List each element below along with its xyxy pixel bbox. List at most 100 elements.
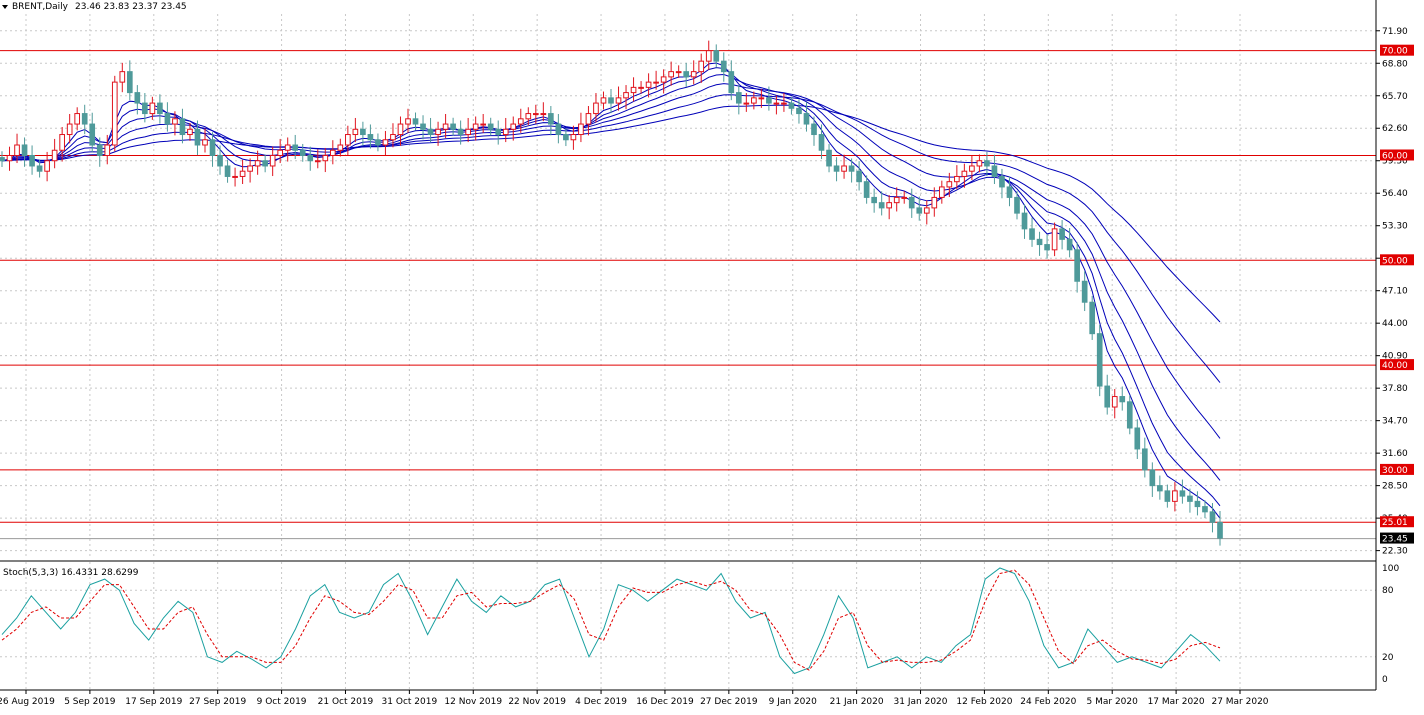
candle-bull	[254, 160, 261, 167]
time-tick-label: 4 Dec 2019	[575, 697, 627, 707]
time-tick-label: 27 Dec 2019	[700, 697, 758, 707]
candle-bull	[104, 144, 111, 156]
candle-bull	[751, 97, 757, 104]
level-tag	[1380, 359, 1414, 371]
stoch-axis: 100 80 20 0	[1382, 564, 1399, 685]
candle-bear	[728, 71, 735, 94]
candle-bull	[615, 97, 622, 104]
candle-bear	[1217, 521, 1223, 539]
candle-bull	[111, 81, 118, 146]
candle-bear	[1074, 249, 1080, 282]
candle-bull	[277, 149, 284, 156]
candle-bull	[345, 134, 351, 146]
candle-bear	[0, 157, 5, 162]
candle-bull	[705, 50, 712, 62]
candle-bear	[1044, 244, 1050, 251]
candle-bear	[375, 139, 381, 146]
candle-bull	[149, 102, 156, 115]
candle-bull	[969, 165, 975, 172]
candle-bear	[735, 92, 742, 104]
candle-bear	[412, 118, 419, 125]
candle-bear	[1209, 511, 1216, 523]
candle-bear	[1066, 238, 1073, 251]
candle-bull	[405, 118, 411, 125]
candle-bull	[781, 102, 787, 105]
candle-bull	[502, 128, 509, 136]
candle-bear	[555, 123, 562, 136]
stoch-tick-label: 0	[1382, 675, 1388, 685]
time-tick-label: 9 Jan 2020	[769, 697, 817, 707]
candle-bull	[397, 123, 404, 136]
current-price-label: 23.45	[1382, 535, 1408, 545]
candle-bull	[435, 128, 441, 136]
candle-bear	[1141, 448, 1148, 471]
level-tags: 70.00 60.00 50.00 40.00 30.00 25.01 23.45	[1380, 44, 1414, 545]
candle-bear	[608, 97, 614, 104]
stoch-main-line	[1, 567, 1221, 675]
symbol-label: BRENT,Daily	[12, 2, 69, 12]
candle-bull	[698, 60, 705, 73]
candle-bear	[1104, 385, 1111, 408]
level-lines	[0, 50, 1376, 540]
candle-bull	[630, 86, 637, 94]
candle-bull	[593, 102, 599, 115]
candle-bull	[1051, 228, 1058, 251]
candle-bull	[585, 113, 592, 125]
candle-bear	[1134, 427, 1141, 450]
chevron-down-icon[interactable]	[2, 5, 8, 9]
candle-bear	[420, 123, 426, 130]
candle-bear	[1006, 186, 1013, 198]
price-tick-label: 62.60	[1382, 124, 1408, 134]
candle-bull	[352, 128, 359, 136]
price-tick-label: 34.70	[1382, 417, 1408, 427]
candle-bear	[1157, 485, 1163, 492]
price-tick-label: 28.50	[1382, 482, 1408, 492]
candle-bull	[239, 170, 246, 177]
candle-bull	[322, 154, 329, 162]
candle-bull	[247, 165, 253, 172]
candle-bear	[1187, 495, 1193, 502]
candle-bear	[848, 165, 855, 172]
ohlc-readout: 23.46 23.83 23.37 23.45	[75, 2, 187, 12]
candle-bull	[284, 144, 291, 151]
candle-bull	[1111, 396, 1118, 408]
ema-line	[1, 83, 1221, 439]
time-tick-label: 24 Feb 2020	[1020, 697, 1076, 707]
candle-bear	[826, 149, 832, 167]
level-tag-label: 50.00	[1382, 256, 1408, 266]
candle-bull	[465, 128, 471, 136]
stoch-label: Stoch(5,3,3) 16.4331 28.6299	[3, 568, 139, 578]
candle-bear	[209, 139, 216, 156]
stoch-signal-line	[1, 569, 1221, 671]
candle-bull	[337, 144, 344, 151]
price-axis[interactable]: 71.9068.8065.7062.6059.5056.4053.3050.20…	[1376, 27, 1408, 557]
time-tick-label: 16 Dec 2019	[636, 697, 694, 707]
candle-bear	[1119, 396, 1126, 403]
stoch-tick-label: 100	[1382, 564, 1399, 574]
candle-bear	[788, 102, 795, 109]
price-tick-label: 68.80	[1382, 59, 1408, 69]
time-tick-label: 5 Mar 2020	[1087, 697, 1139, 707]
candle-bear	[856, 170, 862, 183]
candle-bear	[720, 60, 727, 73]
level-tag	[1380, 44, 1414, 56]
candle-bull	[600, 97, 607, 104]
level-tag-label: 60.00	[1382, 151, 1408, 161]
price-tick-label: 71.90	[1382, 27, 1408, 37]
candle-bull	[923, 207, 930, 214]
price-tick-label: 47.10	[1382, 287, 1408, 297]
candle-bull	[638, 86, 644, 89]
candle-bear	[217, 154, 223, 167]
candle-bull	[314, 160, 321, 163]
price-tick-label: 22.30	[1382, 547, 1408, 557]
candle-bear	[457, 128, 464, 136]
candle-bear	[164, 113, 171, 125]
candle-bear	[89, 123, 96, 146]
candle-bear	[1194, 500, 1201, 508]
candle-bull	[119, 71, 126, 83]
candle-bull	[51, 149, 58, 162]
candle-bull	[645, 81, 652, 88]
time-axis[interactable]: 26 Aug 2019 5 Sep 2019 17 Sep 2019 27 Sep 2…	[0, 690, 1269, 707]
